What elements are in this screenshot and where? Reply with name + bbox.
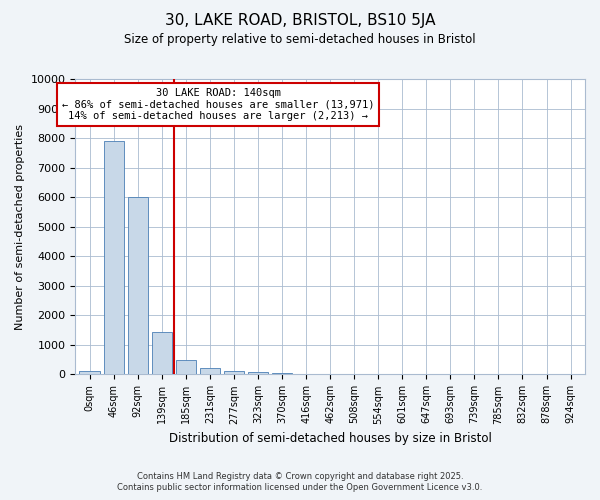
X-axis label: Distribution of semi-detached houses by size in Bristol: Distribution of semi-detached houses by … (169, 432, 491, 445)
Text: Size of property relative to semi-detached houses in Bristol: Size of property relative to semi-detach… (124, 32, 476, 46)
Text: 30, LAKE ROAD, BRISTOL, BS10 5JA: 30, LAKE ROAD, BRISTOL, BS10 5JA (165, 12, 435, 28)
Bar (224, 370, 244, 374)
Y-axis label: Number of semi-detached properties: Number of semi-detached properties (15, 124, 25, 330)
Text: Contains HM Land Registry data © Crown copyright and database right 2025.
Contai: Contains HM Land Registry data © Crown c… (118, 472, 482, 492)
Bar (152, 332, 172, 374)
Bar (248, 372, 268, 374)
Bar (272, 373, 292, 374)
Bar (128, 197, 148, 374)
Text: 30 LAKE ROAD: 140sqm
← 86% of semi-detached houses are smaller (13,971)
14% of s: 30 LAKE ROAD: 140sqm ← 86% of semi-detac… (62, 88, 374, 121)
Bar (79, 370, 100, 374)
Bar (176, 360, 196, 374)
Bar (200, 368, 220, 374)
Bar (104, 141, 124, 374)
